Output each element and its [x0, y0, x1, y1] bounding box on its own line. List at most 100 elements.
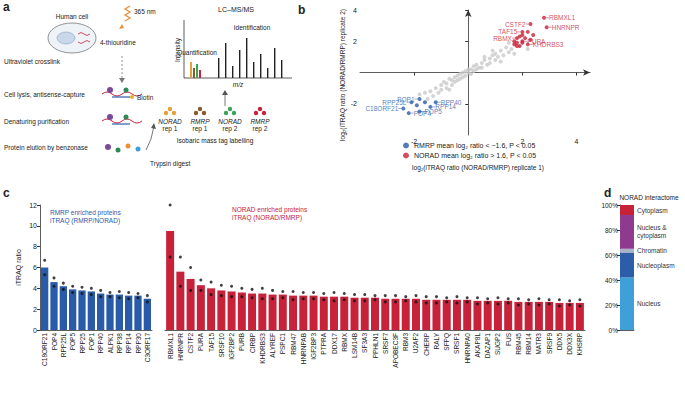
svg-text:PSPC1: PSPC1: [279, 333, 286, 355]
svg-text:a: a: [3, 0, 10, 14]
svg-text:m/z: m/z: [233, 81, 244, 88]
svg-text:PPHLN1: PPHLN1: [372, 333, 379, 359]
svg-text:cytoplasm: cytoplasm: [637, 232, 666, 240]
svg-text:DDX3X: DDX3X: [566, 332, 573, 354]
svg-text:KHSRP: KHSRP: [576, 333, 583, 355]
svg-text:Cell lysis, antisense-capture: Cell lysis, antisense-capture: [4, 91, 85, 99]
svg-text:C18ORF21: C18ORF21: [41, 333, 48, 366]
svg-text:60%: 60%: [605, 252, 618, 259]
svg-text:Identification: Identification: [234, 24, 271, 31]
svg-text:log₂(iTRAQ ratio (NORAD/RMRP): log₂(iTRAQ ratio (NORAD/RMRP) replicate …: [339, 9, 347, 141]
svg-text:LC–MS/MS: LC–MS/MS: [218, 6, 254, 13]
svg-text:RPP40: RPP40: [441, 99, 462, 106]
svg-text:PTPRA: PTPRA: [320, 332, 327, 354]
svg-text:MATR3: MATR3: [535, 333, 542, 355]
svg-text:APOBEC3F: APOBEC3F: [392, 333, 399, 368]
svg-text:Nucleus &: Nucleus &: [637, 224, 668, 231]
svg-text:RPP14: RPP14: [125, 333, 132, 354]
svg-text:iTRAQ (NORAD/RMRP): iTRAQ (NORAD/RMRP): [232, 214, 302, 222]
svg-text:100%: 100%: [601, 202, 618, 209]
svg-text:NORAD enriched proteins: NORAD enriched proteins: [232, 206, 308, 214]
svg-text:CIRBP: CIRBP: [249, 333, 256, 353]
svg-text:iTRAQ ratio: iTRAQ ratio: [15, 249, 23, 286]
svg-text:12: 12: [29, 202, 37, 209]
svg-text:Human cell: Human cell: [56, 13, 89, 20]
svg-text:4: 4: [33, 285, 37, 292]
svg-text:365 nm: 365 nm: [134, 8, 156, 15]
svg-text:LSM14B: LSM14B: [351, 333, 358, 358]
svg-text:HNRNPAB: HNRNPAB: [300, 333, 307, 364]
svg-text:RBMX: RBMX: [493, 35, 512, 42]
svg-text:Trypsin digest: Trypsin digest: [150, 160, 190, 168]
svg-text:RBMXL1: RBMXL1: [167, 333, 174, 359]
svg-text:SRSF1: SRSF1: [453, 333, 460, 354]
svg-text:KHDRBS3: KHDRBS3: [533, 41, 564, 48]
svg-text:CSTF2: CSTF2: [187, 333, 194, 354]
svg-text:RMRP enriched proteins: RMRP enriched proteins: [50, 209, 121, 217]
svg-text:10: 10: [29, 222, 37, 229]
svg-text:IGF2BP2: IGF2BP2: [228, 333, 235, 360]
svg-text:ALYREF: ALYREF: [269, 333, 276, 358]
svg-text:log₂(iTRAQ ratio (NORAD/RMRP): log₂(iTRAQ ratio (NORAD/RMRP) replicate …: [412, 164, 544, 172]
svg-text:DAZAP1: DAZAP1: [484, 333, 491, 359]
svg-text:NORAD: NORAD: [218, 118, 242, 125]
svg-text:Ultraviolet crosslink: Ultraviolet crosslink: [4, 58, 61, 65]
svg-text:Intensity: Intensity: [174, 37, 182, 62]
svg-text:2: 2: [353, 38, 357, 45]
svg-text:iTRAQ (RMRP/NORAD): iTRAQ (RMRP/NORAD): [50, 217, 120, 225]
svg-text:KHDRBS3: KHDRBS3: [259, 333, 266, 364]
svg-text:RMRP: RMRP: [190, 118, 210, 125]
svg-text:Quantification: Quantification: [177, 49, 217, 57]
svg-text:NORAD: NORAD: [158, 118, 182, 125]
svg-text:TAF15: TAF15: [208, 333, 215, 352]
svg-text:4: 4: [575, 138, 579, 145]
svg-text:rep 1: rep 1: [163, 125, 178, 133]
svg-text:Nucleus: Nucleus: [637, 300, 661, 307]
svg-text:4-thiouridine: 4-thiouridine: [100, 39, 136, 46]
svg-text:DDX17: DDX17: [331, 333, 338, 354]
svg-text:20%: 20%: [605, 302, 618, 309]
svg-text:2: 2: [33, 306, 37, 313]
svg-text:-2: -2: [351, 100, 357, 107]
svg-text:8: 8: [33, 243, 37, 250]
svg-text:Nucleoplasm: Nucleoplasm: [637, 262, 675, 270]
svg-text:40%: 40%: [605, 277, 618, 284]
svg-text:DDX5: DDX5: [556, 333, 563, 351]
svg-text:RBM45: RBM45: [515, 333, 522, 355]
svg-text:HNRNPR: HNRNPR: [177, 333, 184, 361]
svg-text:RBMXL1: RBMXL1: [549, 14, 575, 21]
svg-text:AKAP8L: AKAP8L: [474, 333, 481, 358]
svg-text:RPP25L: RPP25L: [60, 333, 67, 358]
svg-text:Biotin: Biotin: [137, 94, 154, 101]
svg-text:80%: 80%: [605, 227, 618, 234]
svg-text:ALPK1: ALPK1: [107, 333, 114, 354]
svg-text:SRSF10: SRSF10: [218, 333, 225, 358]
svg-text:Isobaric mass tag labelling: Isobaric mass tag labelling: [177, 137, 254, 145]
svg-text:CSTF2: CSTF2: [505, 21, 526, 28]
svg-text:PURB: PURB: [238, 333, 245, 351]
svg-text:SUGP2: SUGP2: [494, 333, 501, 355]
svg-text:6: 6: [33, 264, 37, 271]
svg-text:d: d: [604, 186, 611, 200]
svg-text:RPP30: RPP30: [135, 333, 142, 354]
svg-text:4: 4: [353, 7, 357, 14]
svg-text:SFPQ: SFPQ: [443, 333, 451, 351]
svg-text:U2AF2: U2AF2: [412, 333, 419, 354]
svg-text:RMRP: RMRP: [250, 118, 270, 125]
svg-text:RBM14: RBM14: [525, 333, 532, 355]
svg-text:rep 1: rep 1: [193, 125, 208, 133]
svg-text:CHERP: CHERP: [423, 333, 430, 356]
svg-text:RPP38: RPP38: [116, 333, 123, 354]
svg-text:POP4: POP4: [51, 333, 58, 351]
svg-text:NORAD interactome: NORAD interactome: [619, 194, 679, 201]
svg-text:IGF2BP3: IGF2BP3: [310, 333, 317, 360]
svg-text:NORAD mean log₂ ratio > 1.6, P: NORAD mean log₂ ratio > 1.6, P < 0.05: [414, 152, 536, 160]
svg-text:SF3A3: SF3A3: [361, 333, 368, 353]
svg-text:Chromatin: Chromatin: [637, 247, 667, 254]
svg-text:SRSF9: SRSF9: [546, 333, 553, 354]
svg-text:Cytoplasm: Cytoplasm: [637, 207, 668, 215]
svg-text:FUS: FUS: [505, 332, 512, 346]
svg-text:RBM47: RBM47: [290, 333, 297, 355]
svg-text:HNRNPR: HNRNPR: [552, 24, 580, 31]
svg-text:0: 0: [33, 327, 37, 334]
